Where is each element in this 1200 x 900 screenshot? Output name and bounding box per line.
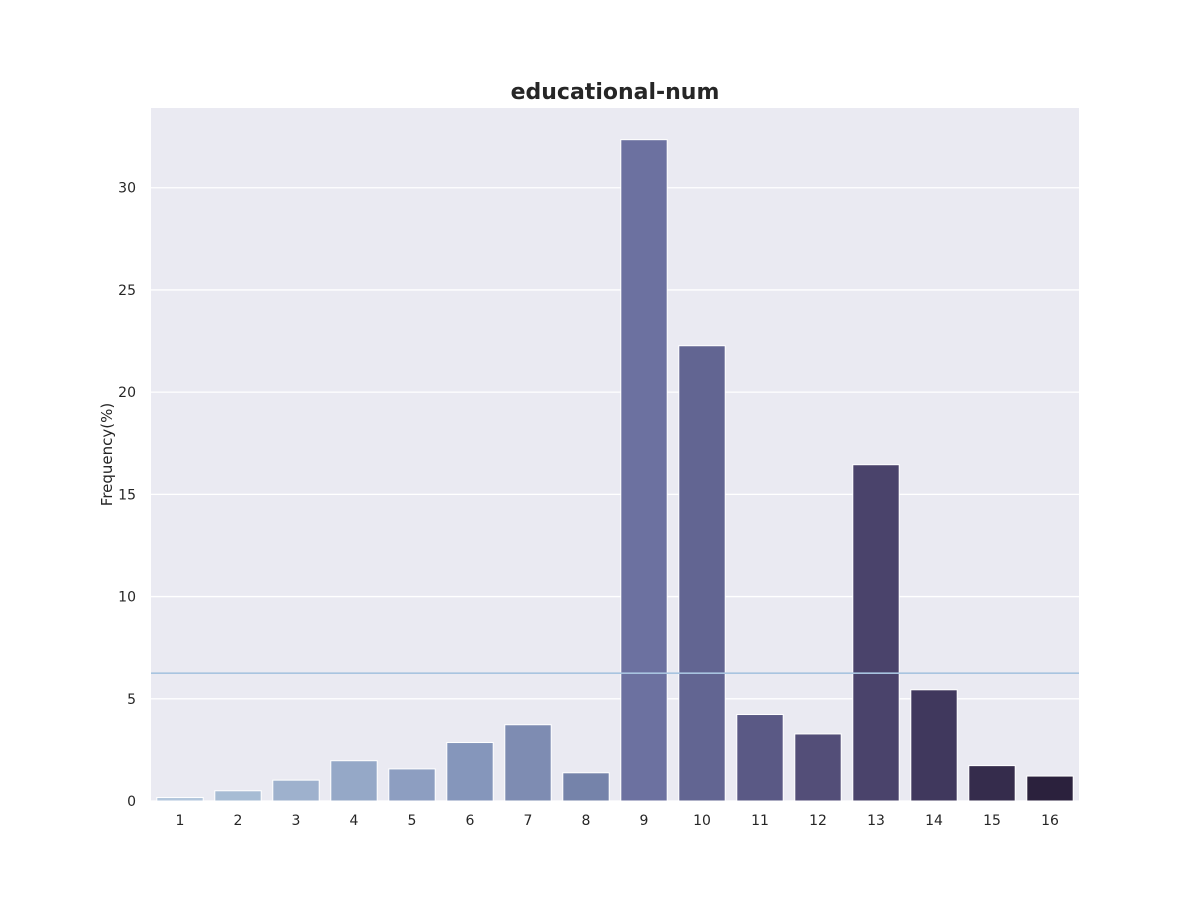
x-tick-label: 1 — [176, 813, 185, 829]
x-tick-label: 6 — [466, 813, 475, 829]
x-tick-label: 10 — [693, 813, 711, 829]
bar-9 — [620, 139, 668, 802]
y-tick-labels: 0 5 10 15 20 25 30 — [118, 181, 136, 810]
bar-2 — [214, 790, 262, 802]
bar-13 — [852, 464, 900, 802]
x-tick-label: 8 — [582, 813, 591, 829]
y-tick-label: 20 — [118, 385, 136, 401]
y-tick-label: 25 — [118, 283, 136, 299]
x-tick-label: 3 — [292, 813, 301, 829]
y-tick-label: 10 — [118, 590, 136, 606]
chart-title: educational-num — [511, 80, 720, 105]
bar-15 — [968, 765, 1016, 802]
bar-16 — [1026, 775, 1074, 802]
y-tick-label: 15 — [118, 487, 136, 503]
x-tick-label: 16 — [1041, 813, 1059, 829]
y-tick-label: 0 — [127, 794, 136, 810]
y-axis-label: Frequency(%) — [98, 403, 116, 506]
bars — [156, 139, 1074, 802]
bar-6 — [446, 742, 494, 802]
x-tick-label: 2 — [234, 813, 243, 829]
x-tick-label: 9 — [640, 813, 649, 829]
x-tick-label: 4 — [350, 813, 359, 829]
bar-1 — [156, 797, 204, 802]
x-tick-label: 11 — [751, 813, 769, 829]
bar-7 — [504, 724, 552, 802]
bar-11 — [736, 714, 784, 802]
x-tick-label: 14 — [925, 813, 943, 829]
bar-3 — [272, 779, 320, 802]
x-tick-label: 13 — [867, 813, 885, 829]
bar-5 — [388, 768, 436, 802]
bar-10 — [678, 345, 726, 802]
x-tick-labels: 1 2 3 4 5 6 7 8 9 10 11 12 13 14 15 16 — [176, 813, 1059, 829]
bar-14 — [910, 689, 958, 802]
y-tick-label: 5 — [127, 692, 136, 708]
x-tick-label: 12 — [809, 813, 827, 829]
y-tick-label: 30 — [118, 181, 136, 197]
x-tick-label: 7 — [524, 813, 533, 829]
bar-12 — [794, 733, 842, 802]
x-tick-label: 15 — [983, 813, 1001, 829]
plot-area — [151, 108, 1079, 801]
bar-8 — [562, 772, 610, 802]
x-tick-label: 5 — [408, 813, 417, 829]
bar-4 — [330, 760, 378, 802]
